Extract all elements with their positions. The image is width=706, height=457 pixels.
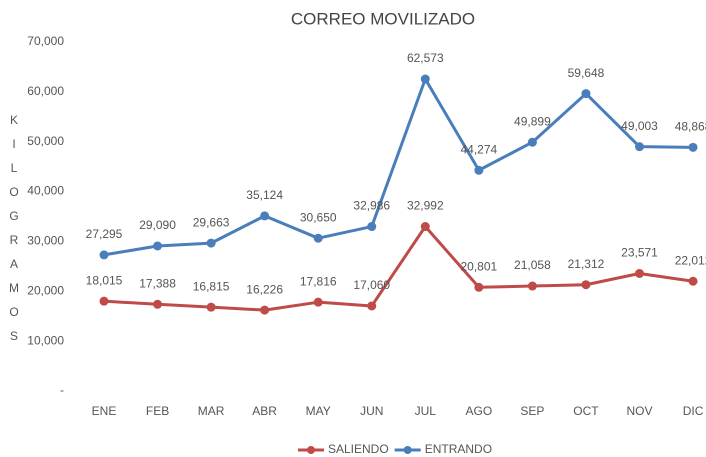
y-tick-label: 40,000 bbox=[27, 184, 64, 198]
data-point bbox=[527, 137, 537, 147]
data-label: 20,801 bbox=[460, 259, 497, 273]
data-point bbox=[635, 268, 644, 278]
x-tick-label: NOV bbox=[626, 404, 652, 418]
data-label: 27,295 bbox=[86, 227, 123, 241]
y-tick-label: 70,000 bbox=[27, 34, 64, 48]
data-point bbox=[688, 142, 698, 152]
x-tick-label: JUN bbox=[360, 404, 383, 418]
data-point bbox=[581, 280, 591, 290]
legend-marker bbox=[403, 446, 412, 454]
data-point bbox=[474, 282, 484, 292]
y-tick-label: 60,000 bbox=[27, 84, 64, 98]
x-tick-label: JUL bbox=[415, 404, 437, 418]
legend-label: SALIENDO bbox=[328, 442, 389, 456]
y-tick-label: 50,000 bbox=[27, 134, 64, 148]
data-label: 30,650 bbox=[300, 210, 337, 224]
data-point bbox=[99, 250, 109, 260]
y-tick-label: 30,000 bbox=[27, 234, 64, 248]
data-label: 49,003 bbox=[621, 119, 658, 133]
data-point bbox=[367, 301, 377, 311]
data-point bbox=[260, 305, 270, 315]
data-label: 17,060 bbox=[353, 278, 390, 292]
data-label: 18,015 bbox=[86, 273, 123, 287]
series-line bbox=[103, 77, 694, 257]
data-label: 22,012 bbox=[675, 253, 706, 267]
data-point bbox=[474, 165, 484, 175]
data-label: 17,816 bbox=[300, 274, 337, 288]
y-axis-label: KILOGRAMOS bbox=[7, 113, 21, 353]
data-label: 16,226 bbox=[246, 282, 283, 296]
data-label: 35,124 bbox=[246, 188, 283, 202]
data-point bbox=[99, 296, 109, 306]
x-tick-label: FEB bbox=[146, 404, 169, 418]
data-point bbox=[420, 222, 430, 232]
data-label: 44,274 bbox=[460, 142, 497, 156]
data-label: 29,090 bbox=[139, 218, 176, 232]
data-label: 21,312 bbox=[568, 257, 605, 271]
data-label: 32,992 bbox=[407, 199, 444, 213]
data-point bbox=[367, 222, 377, 232]
data-point bbox=[260, 211, 270, 221]
y-tick-label: - bbox=[60, 383, 64, 397]
y-tick-label: 20,000 bbox=[27, 283, 64, 297]
data-point bbox=[527, 281, 537, 291]
data-label: 17,388 bbox=[139, 276, 176, 290]
legend-marker bbox=[307, 446, 315, 454]
data-label: 29,663 bbox=[193, 215, 230, 229]
x-tick-label: OCT bbox=[573, 404, 599, 418]
data-point bbox=[153, 299, 163, 309]
data-point bbox=[420, 74, 430, 84]
x-tick-label: AGO bbox=[466, 404, 493, 418]
data-point bbox=[688, 276, 698, 286]
data-label: 49,899 bbox=[514, 114, 551, 128]
data-point bbox=[313, 297, 323, 307]
data-label: 62,573 bbox=[407, 51, 444, 65]
data-label: 32,986 bbox=[353, 199, 390, 213]
data-point bbox=[153, 241, 163, 251]
x-tick-label: MAY bbox=[306, 404, 331, 418]
data-label: 16,815 bbox=[193, 279, 230, 293]
x-tick-label: DIC bbox=[683, 404, 704, 418]
x-tick-label: SEP bbox=[520, 404, 544, 418]
series-line bbox=[103, 225, 694, 312]
data-point bbox=[206, 238, 216, 248]
data-point bbox=[313, 233, 323, 243]
data-label: 21,058 bbox=[514, 258, 551, 272]
data-point bbox=[635, 142, 644, 152]
x-tick-label: ENE bbox=[92, 404, 117, 418]
data-label: 23,571 bbox=[621, 246, 658, 260]
data-point bbox=[581, 89, 591, 99]
data-label: 59,648 bbox=[568, 66, 605, 80]
chart-title: CORREO MOVILIZADO bbox=[291, 9, 475, 28]
x-tick-label: ABR bbox=[252, 404, 277, 418]
data-point bbox=[206, 302, 216, 312]
x-tick-label: MAR bbox=[198, 404, 225, 418]
legend-label: ENTRANDO bbox=[425, 442, 492, 456]
y-tick-label: 10,000 bbox=[27, 333, 64, 347]
data-label: 48,868 bbox=[675, 120, 706, 134]
